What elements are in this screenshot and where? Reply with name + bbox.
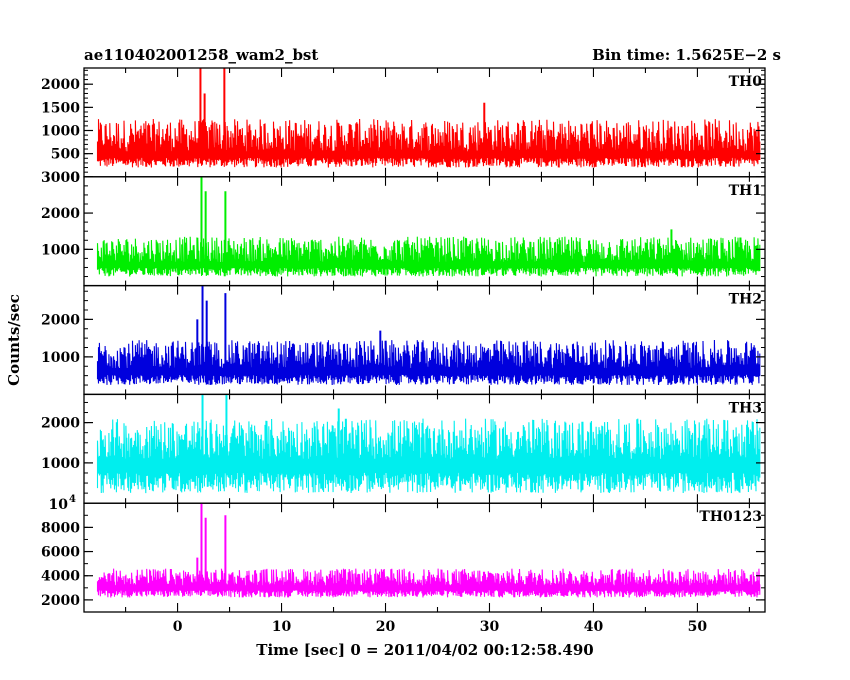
- y-tick-label: 2000: [41, 206, 80, 222]
- series-line-th0: [96, 118, 761, 168]
- y-tick-label: 1000: [41, 124, 80, 140]
- panel-th0: 0 500 1000 1500 2000 TH0: [41, 67, 766, 186]
- y-tick-label-exponent: 4: [69, 494, 76, 505]
- x-tick-label: 50: [688, 619, 708, 635]
- x-tick-label: 10: [272, 619, 292, 635]
- y-tick-label: 2000: [41, 416, 80, 432]
- x-tick-label: 0: [173, 619, 183, 635]
- x-tick-label: 20: [376, 619, 396, 635]
- x-tick-label: 40: [584, 619, 604, 635]
- y-tick-label: 2000: [41, 312, 80, 328]
- panel-label: TH0123: [699, 509, 762, 525]
- y-tick-label: 6000: [41, 545, 80, 561]
- panel-th1: 1000 2000 3000 TH1: [41, 170, 766, 287]
- bin-time-label: Bin time: 1.5625E−2 s: [592, 46, 781, 64]
- series-line-th0123: [96, 568, 761, 598]
- y-tick-label: 1500: [41, 100, 80, 116]
- series-line-th3: [96, 418, 761, 494]
- y-tick-label-top: 10: [49, 497, 69, 513]
- panel-th2: 1000 2000 TH2: [41, 284, 766, 396]
- y-axis-label: Counts/sec: [5, 294, 23, 386]
- panel-label: TH0: [729, 74, 763, 90]
- series-line-th2: [96, 339, 761, 386]
- y-tick-label: 2000: [41, 593, 80, 609]
- panel-th0123: 2000 4000 6000 8000 10 4 TH0123: [41, 494, 766, 613]
- y-tick-label: 0: [70, 170, 80, 186]
- x-tick-label: 30: [480, 619, 500, 635]
- x-axis-label: Time [sec] 0 = 2011/04/02 00:12:58.490: [256, 641, 593, 659]
- y-tick-label: 2000: [41, 77, 80, 93]
- series-line-th1: [96, 236, 761, 277]
- panel-label: TH2: [729, 292, 762, 308]
- panel-label: TH1: [729, 183, 762, 199]
- y-tick-label: 4000: [41, 569, 80, 585]
- panel-frame: [83, 502, 766, 613]
- panel-label: TH3: [729, 400, 762, 416]
- y-tick-label: 1000: [41, 242, 80, 258]
- y-tick-label: 8000: [41, 520, 80, 536]
- chart-title: ae110402001258_wam2_bst: [84, 46, 318, 64]
- y-tick-label: 1000: [41, 350, 80, 366]
- y-tick-label: 3000: [41, 170, 80, 186]
- y-tick-label: 1000: [41, 456, 80, 472]
- y-tick-label: 500: [51, 147, 80, 163]
- panel-th3: 1000 2000 TH3: [41, 393, 766, 504]
